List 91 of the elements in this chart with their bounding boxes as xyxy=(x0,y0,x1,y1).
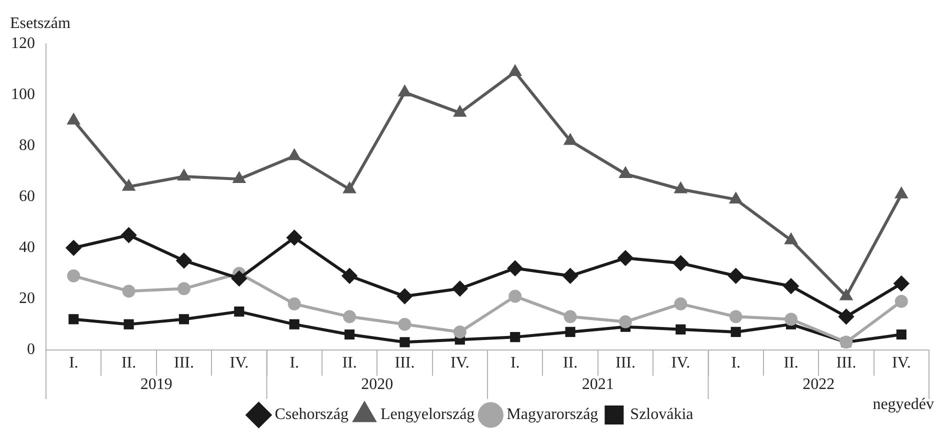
point xyxy=(509,66,521,76)
point xyxy=(894,294,908,308)
point xyxy=(728,268,744,284)
legend-label: Csehország xyxy=(274,406,348,424)
point xyxy=(674,297,688,310)
point xyxy=(398,318,412,331)
point xyxy=(785,234,797,244)
point xyxy=(232,270,247,286)
x-tick-label: I. xyxy=(68,354,78,372)
y-tick-label: 0 xyxy=(27,341,35,358)
text: 2019 xyxy=(140,376,172,394)
y-tick-label: 20 xyxy=(19,290,35,308)
y-tick-label: 100 xyxy=(11,86,35,104)
point xyxy=(234,306,244,317)
point xyxy=(510,332,520,342)
x-tick-label: I. xyxy=(290,354,300,372)
x-tick-label: III. xyxy=(836,354,856,372)
x-tick-label: IV. xyxy=(230,354,249,372)
point xyxy=(508,260,523,276)
point xyxy=(840,290,852,300)
x-tick-label: II. xyxy=(342,354,357,372)
text: 2021 xyxy=(582,376,614,394)
x-axis-title: negyedév xyxy=(872,396,934,414)
x-tick-label: IV. xyxy=(892,354,911,372)
point xyxy=(838,309,854,324)
point xyxy=(398,86,411,96)
point xyxy=(68,314,79,324)
point xyxy=(729,310,742,324)
y-tick-label: 60 xyxy=(19,188,35,206)
point xyxy=(342,268,358,284)
point xyxy=(620,167,632,178)
y-tick-label: 40 xyxy=(19,239,35,256)
point xyxy=(286,230,302,246)
legend-label: Lengyelország xyxy=(380,406,475,424)
point xyxy=(344,182,356,194)
point xyxy=(730,192,742,204)
point xyxy=(344,329,355,340)
point xyxy=(564,134,576,145)
point xyxy=(674,182,686,194)
point xyxy=(288,150,300,160)
x-tick-label: IV. xyxy=(671,354,690,372)
point xyxy=(730,326,741,337)
point xyxy=(618,250,633,266)
x-tick-label: I. xyxy=(731,354,741,372)
point xyxy=(124,319,134,330)
legend-label: Magyarország xyxy=(506,406,598,424)
point xyxy=(178,170,190,181)
point xyxy=(894,276,909,292)
point xyxy=(454,106,466,117)
point xyxy=(673,256,688,271)
point xyxy=(68,114,80,124)
point xyxy=(784,312,798,326)
point xyxy=(452,281,468,296)
point xyxy=(784,278,799,294)
point xyxy=(178,314,190,324)
point xyxy=(896,329,906,340)
point xyxy=(676,324,686,334)
point xyxy=(176,253,192,268)
point xyxy=(400,337,410,348)
point xyxy=(343,310,356,324)
point xyxy=(453,325,466,338)
point xyxy=(618,315,632,328)
point xyxy=(397,288,412,304)
point xyxy=(177,282,190,296)
y-tick-label: 120 xyxy=(11,35,35,52)
point xyxy=(121,228,136,243)
point xyxy=(565,326,576,337)
point xyxy=(896,188,908,198)
y-tick-label: 80 xyxy=(19,137,35,154)
y-axis-title: Esetszám xyxy=(10,15,71,32)
point xyxy=(122,284,136,298)
point xyxy=(289,319,300,330)
x-tick-label: I. xyxy=(510,354,520,372)
x-tick-label: III. xyxy=(615,354,636,372)
point xyxy=(122,180,135,191)
point xyxy=(67,269,80,282)
x-tick-label: II. xyxy=(784,354,798,372)
x-tick-label: IV. xyxy=(450,354,470,372)
text: 2020 xyxy=(361,376,394,394)
point xyxy=(66,240,82,256)
x-tick-label: III. xyxy=(394,354,415,372)
x-tick-label: II. xyxy=(121,354,136,372)
point xyxy=(508,290,522,303)
x-tick-label: III. xyxy=(174,354,194,372)
legend-label: Szlovákia xyxy=(630,406,694,424)
point xyxy=(564,310,577,324)
point xyxy=(562,268,578,284)
point xyxy=(288,297,301,310)
x-tick-label: II. xyxy=(562,354,578,372)
point xyxy=(233,172,245,184)
text: 2022 xyxy=(802,376,835,394)
